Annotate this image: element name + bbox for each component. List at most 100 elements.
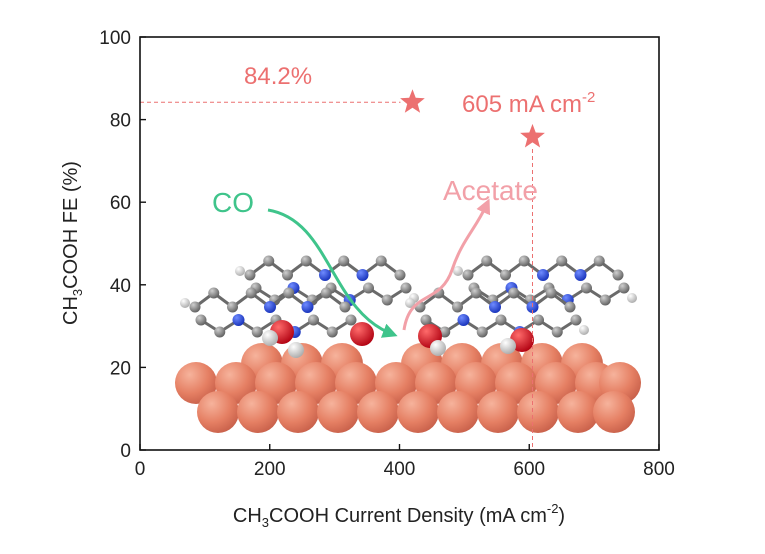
carbon-atom — [282, 269, 293, 281]
carbon-atom — [251, 326, 263, 338]
carbon-atom — [400, 282, 412, 294]
x-axis-title: CH3COOH Current Density (mA cm-2) — [233, 501, 565, 530]
carbon-atom — [508, 287, 520, 299]
carbon-atom — [375, 255, 387, 267]
copper-atom — [357, 391, 399, 433]
carbon-atom — [551, 326, 563, 338]
nitrogen-atom — [356, 269, 369, 281]
y-tick-label: 0 — [120, 441, 131, 462]
acetate-arrow — [402, 198, 491, 331]
carbon-atom — [381, 294, 393, 306]
oxygen-atom — [350, 322, 374, 346]
carbon-atom — [452, 301, 463, 313]
carbon-atom — [599, 294, 611, 306]
hydrogen-atom — [430, 340, 446, 356]
carbon-atom — [593, 255, 605, 267]
x-tick-label: 600 — [513, 459, 545, 480]
carbon-atom — [476, 326, 488, 338]
current-density-label: 605 mA cm-2 — [462, 89, 595, 118]
nitrogen-atom — [301, 301, 314, 313]
x-axis-title-tail: ) — [558, 505, 565, 527]
carbon-atom — [564, 301, 576, 313]
y-axis-title-main: CH — [60, 296, 82, 325]
data-point-star — [520, 123, 545, 148]
copper-atom — [175, 362, 217, 404]
carbon-atom — [618, 282, 630, 294]
current-density-label-sup: -2 — [582, 89, 595, 106]
hydrogen-atom — [180, 298, 190, 308]
copper-atom — [593, 391, 635, 433]
carbon-atom — [420, 314, 432, 326]
x-axis-title-sup: -2 — [547, 501, 559, 516]
carbon-atom — [481, 255, 493, 267]
nitrogen-atom — [319, 269, 331, 281]
carbon-atom — [394, 269, 406, 281]
hydrogen-atom — [627, 293, 637, 303]
carbon-atom — [533, 314, 544, 326]
y-axis-title-rest: COOH FE (%) — [60, 161, 82, 289]
nitrogen-atom — [537, 269, 549, 281]
hydrogen-atom — [235, 266, 245, 276]
copper-atom — [517, 391, 559, 433]
nitrogen-atom — [232, 314, 245, 326]
x-axis-title-main: CH — [233, 505, 262, 527]
y-tick-label: 80 — [110, 111, 131, 132]
copper-atom — [317, 391, 359, 433]
hydrogen-atom — [405, 298, 415, 308]
carbon-atom — [244, 269, 256, 281]
carbon-atom — [189, 301, 201, 313]
copper-atom — [437, 391, 479, 433]
x-tick-label: 0 — [135, 459, 146, 480]
y-tick-label: 60 — [110, 193, 131, 214]
y-axis: 0 20 40 60 80 100 — [99, 28, 146, 462]
carbon-atom — [345, 314, 357, 326]
hydrogen-atom — [500, 338, 516, 354]
carbon-atom — [338, 255, 350, 267]
fe-value-label: 84.2% — [244, 63, 312, 90]
co-arrow — [267, 208, 398, 338]
copper-atom — [557, 391, 599, 433]
carbon-atom — [612, 269, 624, 281]
carbon-atom — [339, 301, 351, 313]
carbon-atom — [581, 282, 592, 294]
y-axis-title-sub: 3 — [70, 289, 85, 296]
current-density-label-main: 605 mA cm — [462, 91, 582, 118]
catalyst-illustration — [175, 255, 641, 433]
hydrogen-atom — [453, 266, 463, 276]
carbon-atom — [195, 314, 207, 326]
copper-atom — [397, 391, 439, 433]
data-points — [400, 89, 545, 148]
nitrogen-atom — [489, 301, 501, 313]
nitrogen-atom — [264, 301, 276, 313]
carbon-atom — [363, 282, 374, 294]
y-tick-label: 100 — [99, 28, 131, 49]
x-tick-label: 800 — [643, 459, 675, 480]
hydrogen-atom — [262, 330, 278, 346]
carbon-atom — [320, 287, 332, 299]
carbon-atom — [214, 326, 226, 338]
acetate-label: Acetate — [443, 175, 538, 206]
carbon-atom — [545, 287, 557, 299]
copper-atom — [477, 391, 519, 433]
carbon-atom — [439, 326, 451, 338]
nitrogen-atom — [574, 269, 587, 281]
carbon-atom — [556, 255, 568, 267]
nitrogen-atom — [457, 314, 470, 326]
co-label: CO — [212, 187, 254, 218]
copper-atom — [197, 391, 239, 433]
y-tick-label: 20 — [110, 358, 131, 379]
y-axis-title: CH3COOH FE (%) — [60, 161, 85, 325]
x-axis-title-sub: 3 — [262, 515, 269, 530]
carbon-atom — [300, 255, 312, 267]
carbon-atom — [308, 314, 319, 326]
x-axis: 0 200 400 600 800 — [135, 444, 675, 480]
carbon-atom — [500, 269, 511, 281]
carbon-atom — [263, 255, 275, 267]
carbon-atom — [462, 269, 474, 281]
carbon-atom — [470, 287, 482, 299]
carbon-atom — [208, 287, 220, 299]
nitrogen-atom — [526, 301, 539, 313]
x-tick-label: 400 — [384, 459, 416, 480]
x-tick-label: 200 — [254, 459, 286, 480]
